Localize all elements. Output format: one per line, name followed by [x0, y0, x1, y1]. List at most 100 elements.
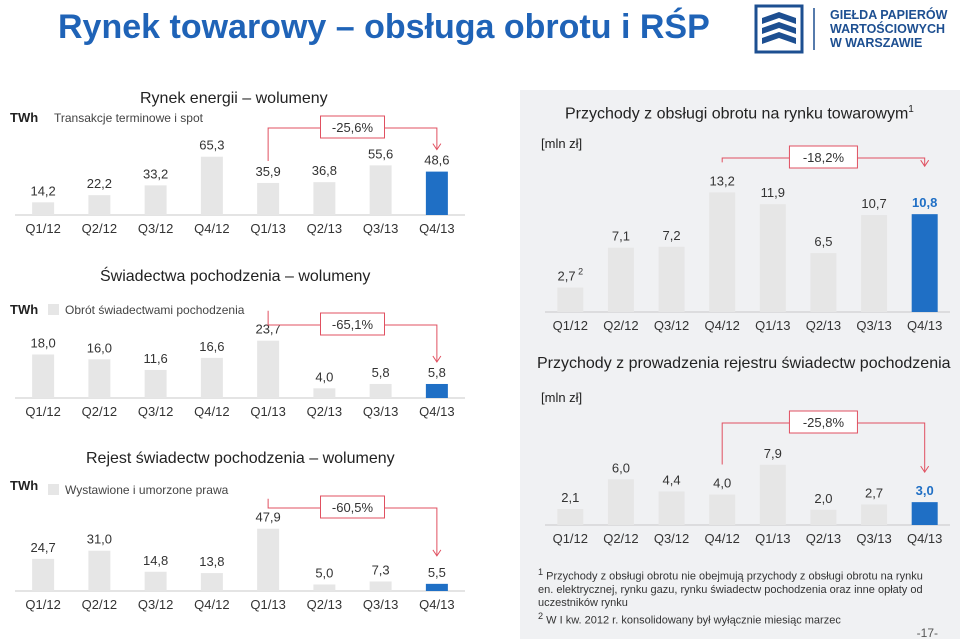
- registry_revenue-data-label: 2,7: [865, 485, 883, 500]
- energy-bar: [257, 182, 280, 215]
- certificates-category-label: Q2/13: [307, 404, 342, 419]
- trading_revenue-bar: [861, 215, 888, 312]
- energy-data-label: 48,6: [424, 153, 449, 168]
- registry-chart-svg: 24,7 Q1/12 31,0 Q2/12 14,8 Q3/12 13,8 Q4/12 47,9…: [15, 495, 465, 612]
- trading_revenue-bar: [759, 204, 786, 312]
- energy-category-label: Q2/12: [82, 221, 117, 236]
- energy-chart-svg: 14,2 Q1/12 22,2 Q2/12 33,2 Q3/12 65,3 Q4/12 35,9…: [15, 115, 465, 236]
- registry-revenue-chart: Przychody z prowadzenia rejestru świadec…: [520, 345, 960, 555]
- registry_revenue-category-label: Q1/13: [755, 531, 790, 546]
- energy-data-label: 22,2: [87, 176, 112, 191]
- energy-data-label: 55,6: [368, 146, 393, 161]
- registry-chart-title: Rejest świadectw pochodzenia – wolumeny: [86, 450, 395, 467]
- registry_revenue-bar: [658, 491, 685, 525]
- trading_revenue-category-label: Q3/12: [654, 318, 689, 333]
- registry_revenue-category-label: Q1/12: [553, 531, 588, 546]
- registry-bar: [144, 571, 167, 591]
- registry-bar: [88, 550, 111, 591]
- certificates-change-box: [320, 312, 385, 336]
- trading_revenue-change-label: -18,2%: [803, 150, 845, 165]
- trading_revenue-bar: [607, 247, 634, 312]
- trading_revenue-data-label: 7,2: [663, 228, 681, 243]
- gpw-logo-text: GIEŁDA PAPIERÓW WARTOŚCIOWYCH W WARSZAWI…: [830, 8, 948, 50]
- trading_revenue-data-label: 7,1: [612, 229, 630, 244]
- registry_revenue-data-label: 2,1: [561, 490, 579, 505]
- registry_revenue-change-label: -25,8%: [803, 415, 845, 430]
- energy-category-label: Q1/12: [25, 221, 60, 236]
- registry-data-label: 24,7: [30, 540, 55, 555]
- registry_revenue-data-label: 6,0: [612, 460, 630, 475]
- footnote-2: 2 W I kw. 2012 r. konsolidowany był wyłą…: [538, 610, 841, 627]
- registry-revenue-title: Przychody z prowadzenia rejestru świadec…: [537, 355, 951, 372]
- registry-data-label: 5,5: [428, 565, 446, 580]
- registry-revenue-unit: [mln zł]: [541, 390, 583, 405]
- certificates-volume-chart: TWh Świadectwa pochodzenia – wolumeny Ob…: [0, 265, 470, 435]
- registry_revenue-bar: [607, 479, 634, 525]
- certificates-bar: [200, 357, 223, 398]
- registry-bar: [313, 584, 336, 591]
- registry_revenue-data-label: 2,0: [814, 491, 832, 506]
- registry-data-label: 7,3: [372, 563, 390, 578]
- registry-category-label: Q3/12: [138, 597, 173, 612]
- registry_revenue-data-label: 4,0: [713, 476, 731, 491]
- registry_revenue-category-label: Q4/12: [704, 531, 739, 546]
- right-panel-background: [520, 90, 960, 639]
- energy-change-arrowhead: [432, 143, 442, 151]
- energy-bar: [32, 202, 55, 215]
- energy-bar: [144, 185, 167, 215]
- certificates-legend-swatch: [48, 304, 59, 315]
- trading_revenue-category-label: Q1/12: [553, 318, 588, 333]
- certificates-chart-svg: 18,0Q1/1216,0Q2/1211,6Q3/1216,6Q4/1223,7…: [15, 310, 465, 419]
- registry_revenue-data-label: 7,9: [764, 446, 782, 461]
- registry-data-label: 47,9: [255, 510, 280, 525]
- trading_revenue-bar: [810, 253, 837, 312]
- energy-category-label: Q4/13: [419, 221, 454, 236]
- registry_revenue-category-label: Q2/12: [603, 531, 638, 546]
- certificates-data-label: 4,0: [315, 369, 333, 384]
- certificates-bar: [32, 354, 55, 398]
- registry-bar: [369, 581, 392, 591]
- energy-category-label: Q3/13: [363, 221, 398, 236]
- certificates-category-label: Q1/13: [250, 404, 285, 419]
- certificates-bar: [425, 383, 448, 398]
- certificates-bar: [257, 340, 280, 398]
- certificates-category-label: Q3/13: [363, 404, 398, 419]
- registry-volume-chart: TWh Rejest świadectw pochodzenia – wolum…: [0, 448, 470, 628]
- energy-bar: [200, 156, 223, 215]
- trading-revenue-unit: [mln zł]: [541, 136, 583, 151]
- registry-unit: TWh: [10, 478, 39, 493]
- registry-change-box: [320, 495, 385, 519]
- certificates-bar: [369, 383, 392, 398]
- registry-bar: [200, 573, 223, 591]
- certificates-chart-title: Świadectwa pochodzenia – wolumeny: [100, 268, 371, 285]
- energy-change-box: [320, 115, 385, 139]
- energy-category-label: Q2/13: [307, 221, 342, 236]
- certificates-data-label: 16,0: [87, 340, 112, 355]
- energy-legend: Transakcje terminowe i spot: [54, 111, 203, 125]
- energy-data-label: 65,3: [199, 138, 224, 153]
- energy-bar: [369, 165, 392, 215]
- trading-revenue-chart: Przychody z obsługi obrotu na rynku towa…: [520, 90, 960, 345]
- energy-bar: [313, 182, 336, 215]
- certificates-legend: Obrót świadectwami pochodzenia: [48, 303, 244, 317]
- registry_revenue-bar: [759, 464, 786, 525]
- registry-category-label: Q4/13: [419, 597, 454, 612]
- registry_revenue-data-label: 3,0: [916, 483, 934, 498]
- registry-legend: Wystawione i umorzone prawa: [48, 483, 228, 497]
- registry_revenue-change-box: [788, 410, 858, 434]
- registry-legend-swatch: [48, 484, 59, 495]
- certificates-change-arrowhead: [432, 355, 442, 363]
- trading_revenue-bar: [557, 287, 584, 312]
- energy-data-label: 35,9: [255, 164, 280, 179]
- trading_revenue-category-label: Q3/13: [856, 318, 891, 333]
- registry-bar: [257, 528, 280, 591]
- trading_revenue-category-label: Q2/13: [806, 318, 841, 333]
- registry-category-label: Q3/13: [363, 597, 398, 612]
- energy-volume-chart: TWh Rynek energii – wolumeny Transakcje …: [0, 90, 470, 250]
- energy-category-label: Q4/12: [194, 221, 229, 236]
- registry-category-label: Q4/12: [194, 597, 229, 612]
- registry_revenue-category-label: Q3/12: [654, 531, 689, 546]
- trading_revenue-bar: [658, 246, 685, 312]
- registry-bar: [32, 558, 55, 591]
- page-title: Rynek towarowy – obsługa obrotu i RŚP: [58, 8, 710, 46]
